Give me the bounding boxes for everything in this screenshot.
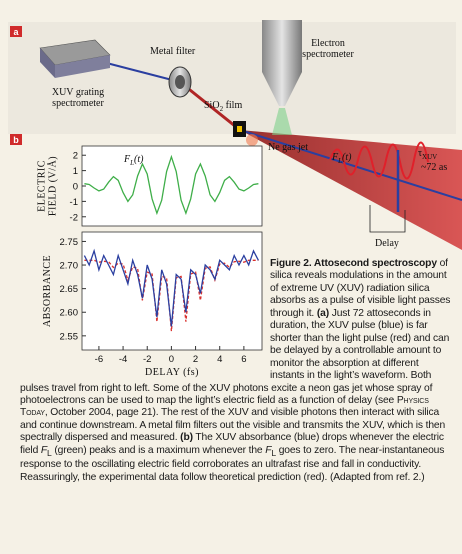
label: spectrometer (52, 98, 104, 109)
caption-text: of silica reveals modulations in the amo… (270, 258, 451, 319)
plot-area (81, 231, 263, 351)
plots: 2 1 0 -1 -2 ELECTRIC FIELD (V/Å) FL(t) 2.75 2.70 2… (37, 145, 263, 378)
label: Metal filter (150, 46, 196, 57)
y-tick-label: 2.65 (60, 284, 79, 295)
panel-label: a (13, 27, 19, 37)
x-tick-label: 0 (169, 354, 174, 365)
label: SiO2 film (204, 100, 242, 113)
film-spot (237, 126, 242, 132)
y-tick-label: -1 (70, 197, 78, 208)
data-line (84, 259, 259, 332)
annotation-part: L (129, 159, 134, 167)
caption-text: Just 72 attoseconds in duration, the XUV… (20, 307, 450, 406)
delay-bracket (369, 205, 406, 233)
label: FL(t) (331, 152, 352, 165)
gas-jet (246, 134, 258, 146)
label: Delay (375, 238, 399, 249)
caption-title: Figure 2. Attosecond spectroscopy (270, 258, 437, 269)
panel-a-background (8, 22, 456, 134)
y-axis-label: FIELD (V/Å) (47, 156, 59, 216)
figure: a Metal filter Electron spectrometer XUV… (8, 20, 462, 378)
y-tick-label: 2.75 (60, 237, 79, 248)
caption-text: L (47, 447, 52, 458)
y-tick-label: -2 (70, 212, 78, 223)
label: XUV grating (52, 87, 104, 98)
spectrometer-tip (262, 72, 302, 106)
panel-label-box (10, 26, 22, 37)
label: ~72 as (421, 162, 447, 173)
x-tick-label: 4 (217, 354, 222, 365)
y-axis-label: ABSORBANCE (42, 255, 53, 327)
grating-front (55, 55, 110, 78)
caption-text: F (265, 444, 272, 456)
label: τXUV (418, 148, 437, 161)
y-tick-label: 2.55 (60, 331, 79, 342)
data-line (84, 154, 259, 216)
light-wave (329, 141, 429, 180)
x-tick-label: -2 (143, 354, 151, 365)
filter-center (175, 75, 185, 89)
caption: Figure 2. Attosecond spectroscopy of sil… (20, 258, 454, 550)
y-tick-label: 2 (73, 151, 78, 162)
caption-text: L (271, 447, 276, 458)
x-tick-label: -4 (119, 354, 127, 365)
caption-text: , October 2004, page 21). The rest of th… (20, 407, 446, 444)
caption-text: The XUV absorbance (blue) drops whenever… (20, 432, 444, 456)
x-axis-label: DELAY (fs) (145, 367, 199, 378)
x-tick-label: -6 (95, 354, 103, 365)
y-tick-label: 2.70 (60, 261, 79, 272)
spectrometer-body (262, 20, 302, 72)
beam-segment (179, 80, 241, 132)
electron-spray (272, 108, 292, 135)
caption-text: Physics Today (20, 394, 429, 419)
label: spectrometer (302, 49, 354, 60)
panel-label-box (10, 134, 22, 145)
xuv-pulse-axis (239, 129, 462, 201)
y-tick-label: 2.60 (60, 308, 79, 319)
y-tick-label: 1 (73, 166, 78, 177)
y-axis-label: ELECTRIC (37, 160, 48, 212)
caption-text: F (40, 444, 47, 456)
label: Electron (311, 38, 345, 49)
caption-text: goes to zero. The near-instantaneous res… (20, 444, 445, 483)
caption-text: (green) peaks and is a maximum whenever … (51, 444, 266, 456)
x-tick-label: 2 (193, 354, 198, 365)
caption-text: (a) (316, 307, 329, 319)
label: Ne gas jet (268, 142, 308, 153)
data-line (83, 248, 259, 327)
x-tick-label: 6 (241, 354, 246, 365)
annotation-part: (t) (134, 154, 144, 165)
annotation: FL(t) (123, 154, 144, 167)
panel-label: b (13, 135, 19, 145)
annotation-part: F (123, 154, 131, 165)
y-tick-label: 0 (73, 182, 78, 193)
light-beam (240, 130, 462, 250)
caption-text: (b) (180, 432, 193, 444)
grating-side (40, 48, 55, 78)
